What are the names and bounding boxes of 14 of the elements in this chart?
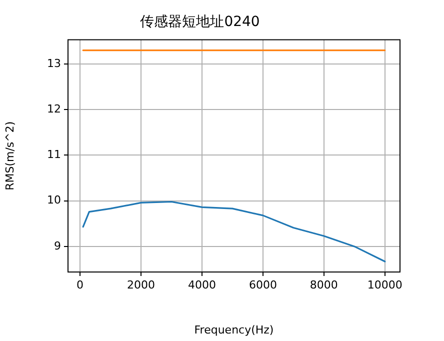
x-tick-label: 0 xyxy=(76,278,84,292)
x-axis-title: Frequency(Hz) xyxy=(194,323,274,336)
x-tick-label: 10000 xyxy=(367,278,402,292)
x-tick-label: 6000 xyxy=(248,278,277,292)
chart-title: 传感器短地址0240 xyxy=(140,14,260,30)
x-tick-label: 2000 xyxy=(127,278,156,292)
y-tick-label: 11 xyxy=(47,148,61,162)
x-tick-label: 4000 xyxy=(188,278,216,292)
y-tick-label: 12 xyxy=(47,102,61,116)
x-tick-label: 8000 xyxy=(310,278,338,292)
y-tick-label: 10 xyxy=(47,194,61,207)
y-axis-title: RMS(m/s^2) xyxy=(3,121,16,190)
y-tick-label: 13 xyxy=(47,56,61,70)
y-tick-label: 9 xyxy=(54,239,61,252)
